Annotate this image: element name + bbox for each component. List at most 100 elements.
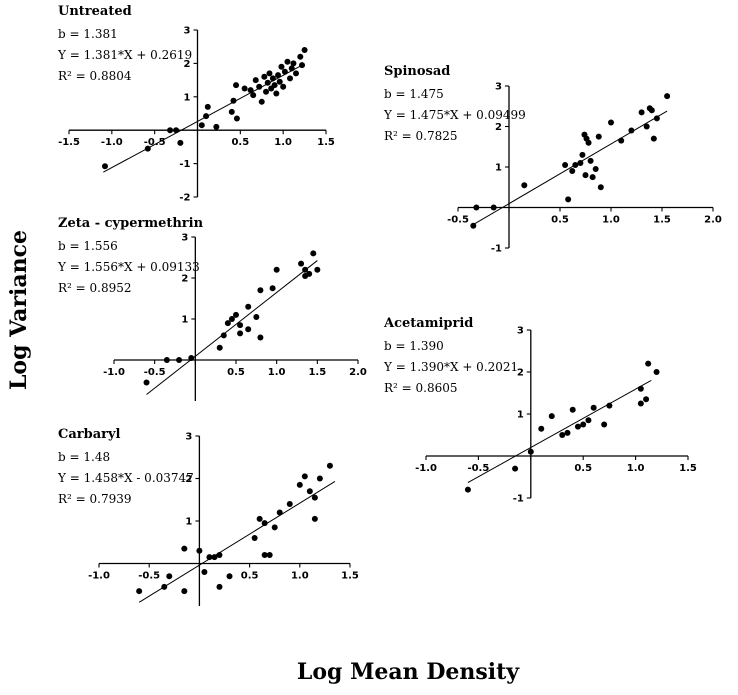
data-point	[101, 163, 108, 170]
data-point	[201, 569, 208, 575]
data-point	[252, 77, 259, 84]
y-tick-label: 3	[185, 432, 192, 443]
data-point	[224, 320, 231, 327]
data-point	[664, 93, 671, 100]
y-tick-label: 3	[184, 26, 191, 37]
x-tick-label: -0.5	[144, 137, 166, 148]
y-tick-label: 1	[185, 517, 192, 528]
data-point	[590, 404, 597, 411]
y-tick-label: -2	[179, 193, 190, 204]
data-point	[261, 552, 268, 558]
data-point	[247, 87, 254, 94]
data-point	[271, 82, 278, 89]
regression-line	[138, 481, 336, 603]
data-point	[144, 145, 151, 152]
slope-label: b = 1.381	[58, 27, 118, 41]
data-point	[574, 423, 581, 430]
data-point	[188, 354, 195, 361]
y-tick-label: 1	[495, 163, 502, 174]
data-point	[628, 127, 635, 134]
data-point	[298, 260, 305, 267]
slope-label: b = 1.48	[58, 450, 110, 464]
y-tick-label: -1	[513, 494, 524, 505]
data-point	[297, 53, 304, 60]
data-point	[237, 330, 244, 337]
data-point	[301, 47, 308, 54]
y-tick-label: 3	[495, 82, 502, 93]
data-point	[233, 115, 240, 122]
data-point	[228, 316, 235, 322]
equation-label: Y = 1.458*X - 0.03747	[57, 471, 194, 485]
panel-title: Spinosad	[384, 64, 450, 79]
data-point	[206, 554, 213, 561]
regression-line	[146, 260, 318, 395]
data-point	[213, 123, 220, 130]
data-point	[257, 287, 264, 294]
data-point	[316, 475, 323, 482]
data-point	[269, 75, 276, 82]
panel-title: Untreated	[58, 4, 132, 19]
equation-label: Y = 1.390*X + 0.2021	[383, 360, 518, 374]
panel-title: Acetamiprid	[383, 316, 473, 331]
x-tick-label: -0.5	[447, 215, 469, 226]
data-point	[653, 369, 660, 375]
data-point	[470, 222, 477, 229]
data-point	[273, 90, 280, 97]
y-tick-label: 1	[181, 315, 188, 326]
x-tick-label: -0.5	[467, 463, 489, 474]
data-point	[163, 357, 170, 363]
data-point	[271, 524, 278, 531]
data-point	[643, 396, 650, 403]
data-point	[261, 73, 268, 80]
equation-label: Y = 1.381*X + 0.2619	[57, 48, 192, 62]
data-point	[569, 168, 576, 175]
data-point	[579, 151, 586, 158]
data-point	[167, 127, 174, 134]
data-point	[253, 313, 260, 320]
r-squared-label: R² = 0.8804	[58, 69, 132, 83]
data-point	[512, 465, 519, 472]
data-point	[216, 583, 223, 590]
data-point	[326, 462, 333, 469]
x-tick-label: -1.0	[101, 137, 123, 148]
data-point	[257, 334, 264, 341]
y-tick-label: 2	[517, 368, 524, 379]
data-point	[173, 127, 180, 134]
x-tick-label: 0.5	[227, 367, 245, 378]
data-point	[256, 83, 263, 90]
r-squared-label: R² = 0.7825	[384, 129, 458, 143]
data-point	[572, 161, 579, 168]
x-tick-label: 2.0	[349, 367, 367, 378]
y-tick-label: 2	[181, 274, 188, 285]
data-point	[587, 157, 594, 164]
slope-label: b = 1.475	[384, 87, 444, 101]
data-point	[606, 402, 613, 409]
data-point	[256, 515, 263, 522]
data-point	[216, 344, 223, 351]
equation-label: Y = 1.475*X + 0.09499	[383, 108, 526, 122]
panel-title: Carbaryl	[58, 427, 121, 442]
data-point	[228, 108, 235, 115]
data-point	[302, 266, 309, 273]
data-point	[301, 473, 308, 480]
data-point	[473, 204, 480, 211]
data-point	[565, 196, 572, 203]
data-point	[196, 547, 203, 554]
figure-x-label: Log Mean Density	[297, 659, 520, 685]
data-point	[273, 266, 280, 273]
equation-label: Y = 1.556*X + 0.09133	[57, 260, 200, 274]
data-point	[564, 429, 571, 436]
data-point	[220, 332, 227, 339]
data-point	[562, 161, 569, 168]
data-point	[250, 92, 257, 99]
data-point	[645, 360, 652, 367]
data-point	[650, 135, 657, 142]
x-tick-label: -1.5	[58, 137, 80, 148]
figure-y-label: Log Variance	[6, 230, 32, 390]
data-point	[577, 159, 584, 166]
x-tick-label: 1.0	[291, 571, 309, 582]
data-point	[276, 78, 283, 85]
data-point	[275, 72, 282, 79]
data-point	[618, 137, 625, 144]
x-tick-label: 0.5	[551, 215, 569, 226]
